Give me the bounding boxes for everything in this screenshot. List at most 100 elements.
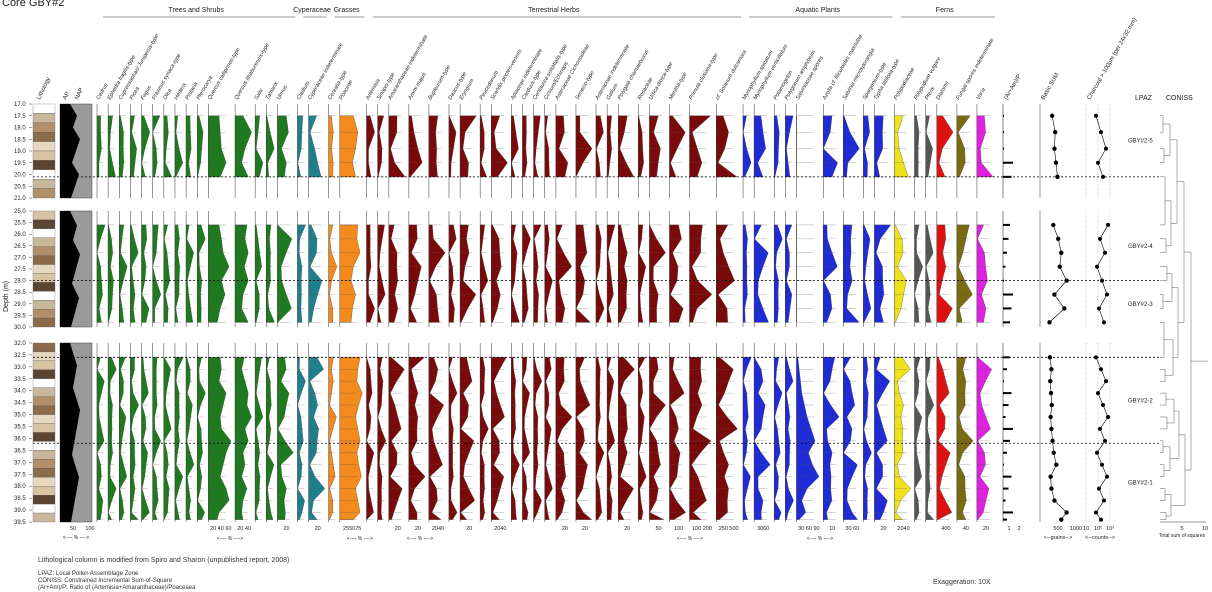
taxon-label: Varia <box>975 87 987 101</box>
taxon-curve <box>266 115 275 178</box>
taxon-scale-ticks: 400 <box>941 526 950 532</box>
depth-tick-label: 19.0 <box>14 149 26 155</box>
coniss-label: CONISS <box>1166 95 1193 102</box>
lithology-layer <box>32 300 56 310</box>
taxon-curve <box>119 115 124 178</box>
taxon-curve <box>339 224 361 323</box>
ratio-bar <box>1003 321 1010 324</box>
lithology-layer <box>32 255 56 265</box>
coniss-axis-label: Total sum of squares <box>1159 533 1206 539</box>
basic-sum-line <box>1051 115 1058 177</box>
lithology-layer <box>32 494 56 505</box>
taxon-curve <box>618 357 635 520</box>
ratio-bar <box>1003 368 1007 371</box>
depth-tick-label: 35.5 <box>14 425 26 431</box>
taxon-curve <box>480 224 489 323</box>
taxon-curve <box>575 224 591 323</box>
taxon-curve <box>956 115 971 178</box>
basic-sum-line <box>1049 224 1067 323</box>
taxon-scale-ticks: 40 <box>963 526 969 532</box>
taxon-curve <box>297 357 306 520</box>
taxon-curve <box>823 115 838 178</box>
depth-tick-label: 35.0 <box>14 413 26 419</box>
charcoal-tick: 10³ <box>1106 526 1114 532</box>
taxon-curve <box>107 357 117 520</box>
footnote-ratio: (Ar+Am)/P: Ratio of (Artemisia+Amarantha… <box>38 585 196 591</box>
taxon-curve <box>185 357 195 520</box>
taxon-curve <box>428 224 446 323</box>
depth-tick-label: 25.0 <box>14 209 26 215</box>
taxon-scale-ticks: 100 <box>674 526 683 532</box>
taxon-curve <box>174 115 183 178</box>
taxon-curve <box>174 224 180 323</box>
zone-label: GBY#2-5 <box>1128 138 1153 144</box>
taxon-curve <box>555 224 572 323</box>
ratio-tick: 1 <box>1007 526 1010 532</box>
taxon-scale-ticks: 250 500 <box>719 526 739 532</box>
taxon-curve <box>533 224 542 323</box>
ratio-bar <box>1003 439 1010 442</box>
taxon-label: Fungal spores indeterminate <box>955 38 995 101</box>
ratio-bar <box>1003 392 1012 395</box>
taxon-scale-ticks: 30 60 <box>845 526 859 532</box>
lithology-layer <box>32 317 56 328</box>
lithology-label: Lithology <box>36 77 52 101</box>
taxon-curve <box>388 224 399 323</box>
depth-tick-label: 36.5 <box>14 448 26 454</box>
taxon-curve <box>638 115 644 178</box>
lithology-layer <box>32 477 56 487</box>
taxon-curve <box>152 357 161 520</box>
lithology-layer <box>32 141 56 152</box>
lithology-layer <box>32 237 56 247</box>
lithology-layer <box>32 309 56 319</box>
taxon-scale-ticks: 20 <box>395 526 401 532</box>
lithology-layer <box>32 486 56 496</box>
depth-tick-label: 27.5 <box>14 267 26 273</box>
ratio-bar <box>1003 175 1012 178</box>
pct-label: <---- % ----> <box>407 536 433 542</box>
lithology-layer <box>32 396 56 406</box>
group-header: Aquatic Plants <box>795 7 840 14</box>
taxon-scale-ticks: 20 <box>283 526 289 532</box>
taxon-curve <box>511 357 520 520</box>
charcoal-line <box>1096 224 1109 323</box>
taxon-curve <box>266 224 275 323</box>
taxon-curve <box>130 115 137 178</box>
taxon-label: Polypodiaceae <box>893 67 916 101</box>
depth-tick-label: 34.5 <box>14 401 26 407</box>
taxon-curve <box>638 357 647 520</box>
taxon-curve <box>480 115 487 178</box>
ratio-bar <box>1003 131 1004 134</box>
grains-label: <--grains--> <box>1044 535 1073 541</box>
ap-area <box>60 211 80 327</box>
depth-tick-label: 19.5 <box>14 161 26 167</box>
lithology-layer <box>32 103 56 114</box>
charcoal-tick: 10² <box>1094 526 1102 532</box>
taxon-label: Salix <box>254 87 265 101</box>
taxon-curve <box>459 115 477 178</box>
taxon-curve <box>408 357 426 520</box>
ratio-bar <box>1003 161 1013 164</box>
taxon-curve <box>377 115 384 178</box>
taxon-curve <box>669 357 686 520</box>
depth-tick-label: 32.5 <box>14 353 26 359</box>
ratio-bar <box>1003 307 1012 310</box>
taxon-curve <box>785 357 794 520</box>
lithology-layer <box>32 282 56 292</box>
taxon-curve <box>255 357 264 520</box>
taxon-scale-ticks: 20 <box>880 526 886 532</box>
taxon-curve <box>163 357 172 520</box>
ratio-bar <box>1003 279 1004 282</box>
lithology-layer <box>32 512 56 523</box>
ratio-bar <box>1003 147 1004 150</box>
zone-label: GBY#2-4 <box>1128 244 1153 250</box>
taxon-curve <box>742 224 748 323</box>
taxon-curve <box>874 357 890 520</box>
ratio-tick: 2 <box>1017 526 1020 532</box>
summary-panels: (Ar+Am)/P 1 2 Basic SUM 500 1000 <--grains--> C… <box>1002 17 1138 541</box>
lithology-layer <box>32 414 56 424</box>
taxon-curve <box>649 115 661 178</box>
taxon-curve <box>914 115 920 178</box>
taxon-curve <box>774 115 780 178</box>
